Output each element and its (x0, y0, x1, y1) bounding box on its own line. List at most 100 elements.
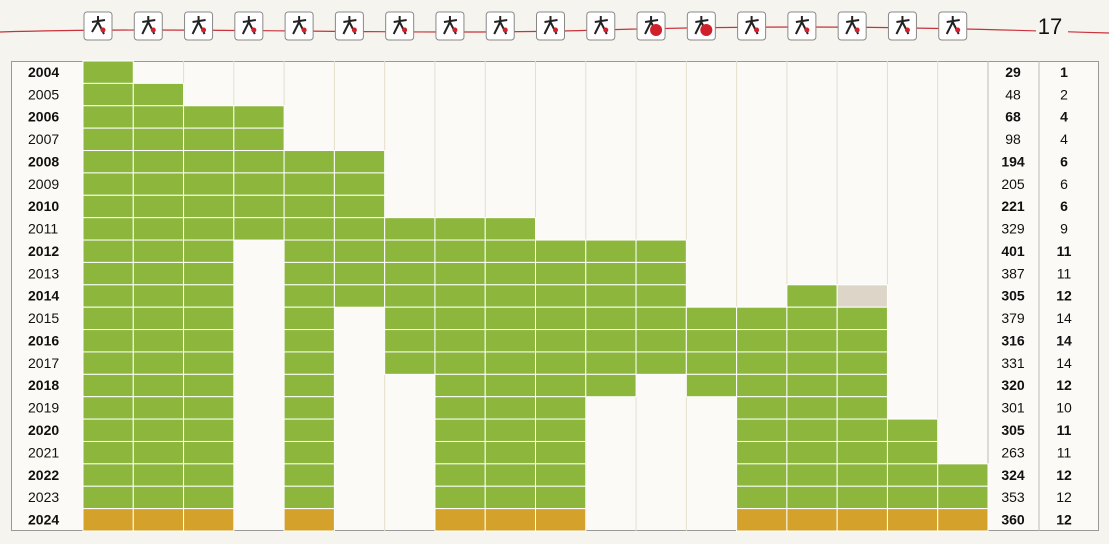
held-cell (484, 418, 537, 442)
held-cell (585, 329, 637, 353)
held-cell (82, 485, 134, 510)
held-cell (82, 396, 134, 420)
cancelled-cell (836, 284, 888, 308)
count: 1 (1060, 64, 1068, 80)
year: 2011 (28, 221, 58, 237)
held-cell (736, 396, 788, 420)
held-cell (836, 396, 888, 420)
year: 2018 (28, 377, 59, 393)
held-cell (183, 239, 235, 263)
held-cell (384, 351, 436, 375)
icon-accent (553, 27, 558, 33)
held-cell (82, 284, 134, 308)
held-cell (786, 508, 838, 532)
total: 401 (1001, 243, 1025, 259)
icon-accent (452, 27, 458, 33)
icon-accent (854, 27, 860, 33)
held-cell (434, 329, 486, 353)
held-cell (535, 396, 587, 420)
held-cell (82, 306, 134, 331)
held-cell (434, 508, 486, 532)
count-bg (1036, 12, 1068, 42)
held-cell (836, 373, 888, 398)
held-cell (535, 239, 587, 263)
held-cell (484, 508, 537, 532)
held-cell (434, 485, 486, 510)
year: 2012 (28, 243, 59, 259)
held-cell (535, 351, 587, 375)
total: 387 (1001, 265, 1025, 281)
year: 2013 (28, 265, 59, 281)
held-cell (786, 463, 838, 487)
sport-icon (284, 11, 314, 41)
total: 353 (1001, 489, 1025, 505)
held-cell (736, 351, 788, 375)
held-cell (736, 329, 788, 353)
held-cell (132, 508, 185, 532)
held-cell (384, 261, 436, 286)
year: 2014 (28, 288, 59, 304)
held-cell (836, 485, 888, 510)
held-cell (384, 306, 436, 331)
held-cell (635, 329, 687, 353)
count: 14 (1056, 310, 1072, 326)
sport-icon (887, 11, 917, 41)
held-cell (384, 217, 436, 241)
count: 12 (1056, 467, 1072, 483)
year: 2009 (28, 176, 59, 192)
year: 2007 (28, 131, 59, 147)
held-cell (585, 306, 637, 331)
held-cell (333, 239, 386, 263)
count: 10 (1056, 400, 1072, 416)
count: 6 (1060, 153, 1068, 169)
icon-accent (351, 27, 357, 33)
sport-icon (184, 11, 214, 41)
held-cell (434, 306, 486, 331)
count: 11 (1057, 444, 1072, 460)
count: 6 (1060, 198, 1068, 214)
total: 331 (1001, 355, 1025, 371)
held-cell (434, 261, 486, 286)
held-cell (484, 351, 537, 375)
held-cell (736, 463, 788, 487)
held-cell (283, 418, 335, 442)
held-cell (836, 463, 888, 487)
sport-icon (837, 11, 867, 41)
held-cell (484, 373, 537, 398)
held-cell (384, 239, 436, 263)
held-cell (283, 217, 335, 241)
total: 263 (1001, 444, 1025, 460)
held-cell (132, 217, 185, 241)
sport-icon (536, 11, 565, 41)
held-cell (886, 485, 939, 510)
held-cell (283, 508, 335, 532)
held-cell (132, 172, 185, 196)
year: 2005 (28, 86, 59, 102)
held-cell (635, 306, 687, 331)
held-cell (82, 329, 134, 353)
sport-icon (385, 11, 415, 41)
held-cell (434, 396, 486, 420)
icon-accent (804, 27, 810, 33)
held-cell (333, 172, 386, 196)
year: 2021 (28, 444, 59, 460)
held-cell (434, 463, 486, 487)
total: 98 (1005, 131, 1021, 147)
year: 2015 (28, 310, 59, 326)
held-cell (183, 418, 235, 442)
held-cell (183, 463, 235, 487)
held-cell (82, 239, 134, 263)
sport-icon (938, 11, 968, 41)
held-cell (283, 150, 335, 174)
held-cell (283, 261, 335, 286)
held-cell (132, 239, 185, 263)
held-cell (484, 485, 537, 510)
held-cell (132, 396, 185, 420)
held-cell (786, 485, 838, 510)
total: 305 (1001, 288, 1025, 304)
held-cell (635, 261, 687, 286)
icon-accent (754, 27, 760, 33)
held-cell (434, 418, 486, 442)
held-cell (132, 463, 185, 487)
held-cell (836, 440, 888, 465)
